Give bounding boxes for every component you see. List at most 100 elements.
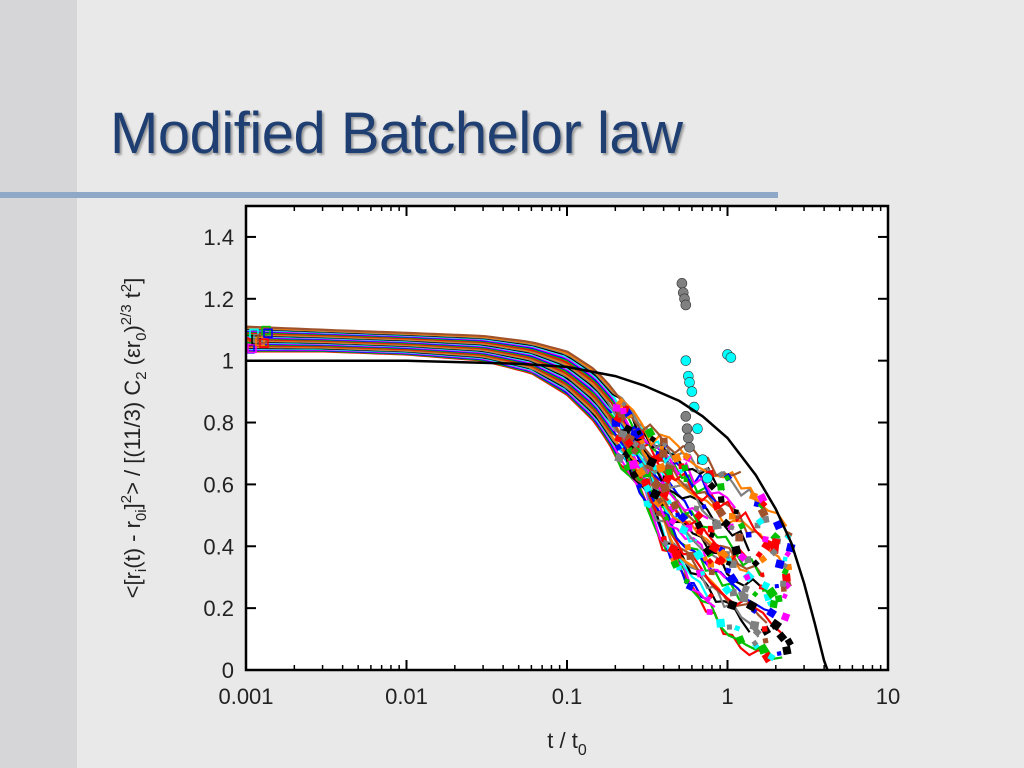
data-point bbox=[680, 355, 692, 366]
data-point bbox=[741, 584, 751, 593]
data-point bbox=[735, 515, 740, 520]
data-point bbox=[721, 518, 731, 528]
data-point bbox=[756, 493, 768, 504]
data-point bbox=[620, 407, 627, 415]
data-point bbox=[614, 452, 625, 464]
data-point bbox=[725, 352, 737, 363]
data-point bbox=[784, 637, 794, 647]
data-point bbox=[762, 637, 769, 644]
data-point bbox=[686, 386, 698, 397]
data-point bbox=[731, 545, 742, 556]
data-point bbox=[646, 456, 658, 468]
y-tick-label: 0 bbox=[222, 658, 234, 683]
data-point bbox=[780, 586, 787, 592]
x-axis-label: t / t0 bbox=[547, 728, 587, 759]
data-point bbox=[728, 512, 736, 520]
data-point bbox=[686, 551, 695, 561]
data-point bbox=[758, 644, 768, 655]
data-point bbox=[636, 429, 642, 436]
plot-area bbox=[246, 206, 888, 670]
data-point bbox=[715, 507, 727, 518]
data-point bbox=[725, 560, 732, 566]
data-point bbox=[684, 377, 695, 388]
data-point bbox=[638, 438, 646, 445]
data-point bbox=[659, 445, 665, 451]
data-point bbox=[769, 548, 778, 557]
data-point bbox=[754, 522, 761, 529]
data-point bbox=[757, 507, 769, 518]
data-point bbox=[774, 559, 785, 570]
data-point bbox=[749, 620, 760, 631]
data-point bbox=[761, 581, 771, 591]
data-point bbox=[693, 505, 700, 512]
y-axis-label: <[ri(t) - r0i]2> / [(11/3) C2 (εr0)2/3 t… bbox=[118, 278, 150, 599]
y-tick-label: 0.2 bbox=[203, 596, 234, 621]
data-point bbox=[671, 452, 682, 464]
data-point bbox=[745, 531, 752, 538]
data-point bbox=[733, 624, 741, 632]
data-point bbox=[726, 573, 739, 586]
data-point bbox=[656, 496, 664, 505]
data-point bbox=[677, 512, 689, 523]
data-point bbox=[708, 541, 721, 554]
data-point bbox=[624, 438, 634, 449]
x-tick-label: 0.001 bbox=[218, 684, 273, 709]
data-point bbox=[666, 499, 673, 505]
data-point bbox=[765, 586, 778, 600]
data-point bbox=[767, 652, 776, 662]
data-point bbox=[668, 517, 677, 526]
data-point bbox=[717, 482, 725, 491]
data-point bbox=[721, 584, 733, 596]
data-point bbox=[728, 524, 735, 531]
data-point bbox=[753, 501, 760, 508]
data-point bbox=[655, 462, 667, 474]
data-point bbox=[626, 446, 635, 456]
data-point bbox=[706, 608, 713, 616]
data-point bbox=[751, 590, 759, 598]
y-tick-label: 0.6 bbox=[203, 472, 234, 497]
data-point bbox=[761, 626, 768, 632]
data-point bbox=[737, 522, 746, 530]
data-point bbox=[261, 325, 271, 336]
data-point bbox=[776, 651, 782, 657]
data-point bbox=[755, 550, 763, 559]
data-point bbox=[644, 427, 656, 439]
data-point bbox=[770, 537, 781, 548]
x-tick-label: 0.1 bbox=[552, 684, 583, 709]
data-point bbox=[697, 454, 708, 465]
y-tick-label: 1.4 bbox=[203, 225, 234, 250]
data-point bbox=[650, 478, 662, 491]
x-tick-label: 0.01 bbox=[385, 684, 428, 709]
data-point bbox=[681, 423, 693, 435]
data-point bbox=[752, 627, 762, 637]
data-point bbox=[780, 612, 791, 622]
data-point bbox=[782, 556, 788, 562]
data-point bbox=[692, 423, 703, 435]
data-point bbox=[680, 299, 692, 311]
data-point bbox=[743, 573, 751, 581]
data-point bbox=[694, 520, 704, 530]
data-point bbox=[649, 435, 657, 443]
data-point bbox=[707, 481, 717, 491]
slide-title: Modified Batchelor law bbox=[110, 101, 683, 166]
data-point bbox=[671, 549, 682, 561]
model-curve bbox=[246, 359, 829, 670]
data-point bbox=[636, 483, 643, 489]
data-point bbox=[751, 639, 759, 647]
data-point bbox=[263, 328, 273, 339]
data-point bbox=[681, 464, 689, 472]
data-point bbox=[702, 556, 709, 562]
data-point bbox=[737, 552, 748, 562]
y-tick-label: 1 bbox=[222, 349, 234, 374]
data-point bbox=[706, 557, 714, 565]
data-point bbox=[748, 491, 759, 501]
data-point bbox=[666, 468, 673, 476]
data-point bbox=[758, 554, 768, 564]
title-rule bbox=[0, 192, 778, 198]
data-point bbox=[717, 496, 725, 503]
data-point bbox=[700, 570, 706, 576]
data-point bbox=[701, 503, 708, 510]
data-point bbox=[659, 482, 671, 494]
data-point bbox=[780, 580, 787, 587]
